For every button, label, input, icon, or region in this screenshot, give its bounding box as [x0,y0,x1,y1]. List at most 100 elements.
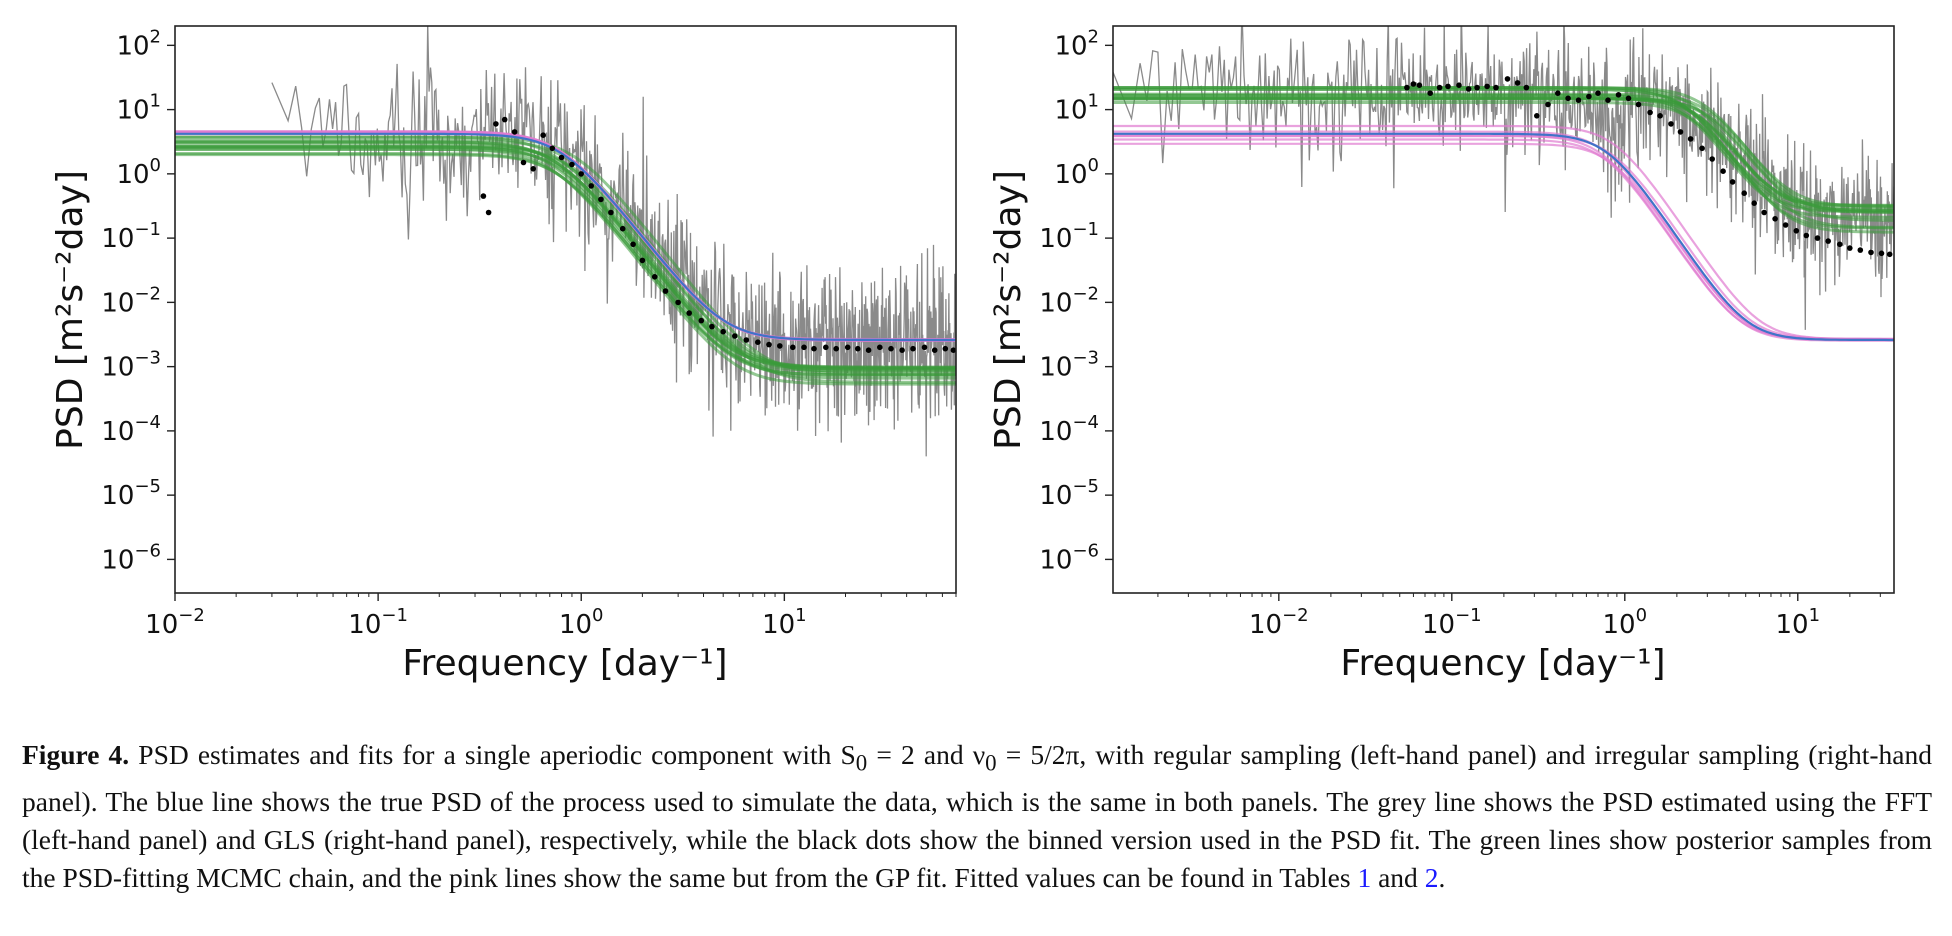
binned-point [1837,241,1843,248]
left-y-axis-label: PSD [m²s⁻²day] [50,170,91,450]
binned-point [1445,83,1451,90]
table-1-link[interactable]: 1 [1357,861,1372,893]
binned-point [1555,90,1561,96]
binned-point [1677,129,1684,135]
binned-point [1410,81,1417,87]
binned-point [588,183,594,189]
figure-caption: Figure 4. PSD estimates and fits for a s… [22,739,1933,893]
x-tick-label: 101 [762,605,807,640]
left-x-axis-label: Frequency [day⁻¹] [402,643,727,684]
binned-point [823,344,829,351]
binned-point [1857,247,1864,253]
binned-point [942,345,949,352]
binned-point [493,121,499,127]
x-tick-label: 10−1 [1422,605,1482,640]
binned-point [1404,84,1410,91]
caption-text-5: . [1438,861,1446,893]
binned-point [755,339,761,346]
binned-point [777,343,783,349]
figure-4: 10−2 10−1 100 101 10−6 10−5 10−4 10−3 10−2 10−1 10… [50,25,1895,684]
y-tick-label: 10−5 [1039,476,1099,511]
binned-point [1523,84,1530,91]
mcmc-sample-line [1113,86,1894,213]
binned-point [833,345,839,352]
binned-point [1868,249,1874,256]
binned-point [501,116,508,123]
x-tick-label: 10−1 [348,605,408,640]
binned-point [608,209,614,216]
binned-point [485,209,492,216]
binned-point [619,225,626,232]
binned-point [698,317,705,324]
x-tick-label: 10−2 [1249,605,1309,640]
binned-point [1782,222,1789,228]
binned-point [811,345,817,352]
binned-point [1772,216,1778,222]
binned-point [1493,84,1499,91]
y-tick-label: 10−3 [101,348,161,383]
y-tick-label: 10−6 [101,540,161,575]
binned-point [558,154,565,161]
binned-point [675,299,681,306]
caption-text-2: = 2 and ν [867,739,986,770]
binned-point [888,345,894,352]
y-tick-label: 10−1 [101,219,161,254]
binned-point [910,345,916,352]
binned-point [865,347,872,354]
binned-point [1825,238,1831,244]
binned-point [480,193,487,199]
binned-point [520,159,527,166]
table-2-link[interactable]: 2 [1424,861,1439,893]
binned-point [1615,92,1622,98]
x-tick-label: 100 [1603,605,1648,640]
right-x-axis-label: Frequency [day⁻¹] [1340,643,1665,684]
mcmc-sample-line [175,135,956,376]
binned-point [1720,168,1726,174]
mcmc-sample-line [1113,97,1894,210]
gp-sample-line [1113,138,1894,341]
binned-point [1635,101,1642,108]
caption-text-1: PSD estimates and fits for a single aper… [138,739,856,770]
y-tick-label: 10−3 [1039,348,1099,383]
binned-point [1729,179,1736,185]
y-tick-label: 101 [1054,91,1099,126]
binned-point [931,347,938,354]
mcmc-sample-line [1113,101,1894,208]
y-tick-label: 10−5 [101,476,161,511]
binned-point [877,344,883,351]
binned-point [790,344,796,351]
binned-point [899,347,905,354]
x-tick-label: 101 [1775,605,1820,640]
binned-point [1878,250,1885,257]
y-tick-label: 100 [116,155,161,190]
binned-point [732,333,738,339]
right-plot-frame [1112,25,1895,594]
binned-point [921,344,928,351]
binned-point [1761,209,1767,216]
true-psd-line [1113,132,1894,342]
binned-point [569,161,575,168]
y-tick-label: 10−2 [1039,283,1099,318]
mcmc-sample-line [1113,92,1894,208]
binned-point [651,274,658,280]
binned-point [855,345,861,352]
right-panel: 10−2 10−1 100 101 10−6 10−5 10−4 10−3 10−2 10−1 10… [988,25,1895,684]
binned-point [549,145,556,152]
y-tick-label: 10−1 [1039,219,1099,254]
binned-point [1605,97,1611,103]
gp-sample-line [1113,124,1894,341]
binned-point [540,132,546,138]
caption-text-4: and [1371,861,1425,893]
left-panel: 10−2 10−1 100 101 10−6 10−5 10−4 10−3 10−2 10−1 10… [50,25,957,684]
x-tick-label: 10−2 [145,605,205,640]
binned-point [639,257,646,264]
binned-point [1504,76,1511,82]
binned-point [1741,190,1747,196]
binned-point [1699,145,1705,152]
binned-point [1847,245,1853,251]
y-tick-label: 101 [116,91,161,126]
binned-point [1436,84,1443,91]
binned-point [709,323,715,330]
mcmc-sample-line [175,145,956,369]
binned-point [766,341,772,348]
